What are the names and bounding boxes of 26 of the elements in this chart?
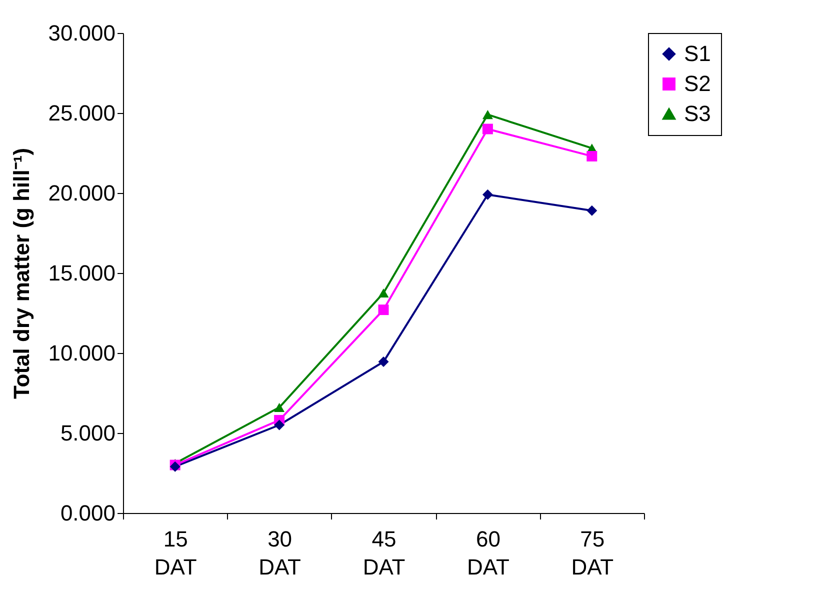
point [586,150,598,162]
y-tick-label: 20.000 [48,180,116,206]
x-tick-label: 30 DAT [258,526,301,580]
legend-label: S1 [684,41,711,66]
point [274,402,285,412]
point [586,205,598,216]
y-axis-title: Total dry matter (g hill⁻¹) [9,148,34,400]
y-tick-label: 0.000 [60,500,116,526]
point [482,189,493,200]
y-tick-label: 25.000 [48,100,116,126]
x-tick-label: 45 DAT [362,526,406,580]
point [274,420,285,430]
y-tick-label: 30.000 [48,20,116,46]
point [378,288,389,298]
point [482,110,493,120]
legend-label: S2 [684,71,711,96]
y-tick-label: 5.000 [60,420,116,446]
x-tick-label: 60 DAT [467,526,510,580]
point [378,304,389,316]
point [482,124,493,134]
point [378,356,389,368]
legend-label: S3 [684,101,711,126]
y-tick-label: 10.000 [48,340,116,366]
x-tick-label: 75 DAT [571,526,614,580]
x-tick-label: 15 DAT [154,526,197,580]
y-tick-label: 15.000 [48,260,116,286]
